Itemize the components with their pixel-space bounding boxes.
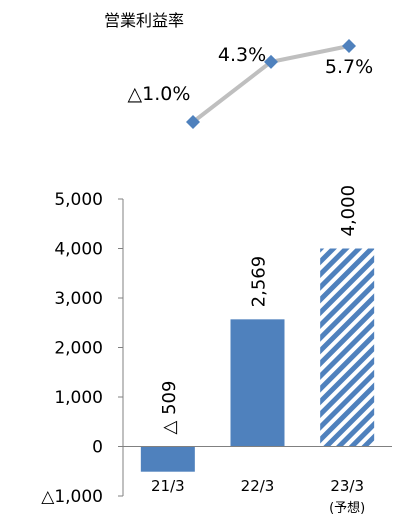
bar <box>320 248 375 447</box>
margin-point <box>264 54 278 69</box>
margin-point-label: 4.3% <box>218 44 266 66</box>
x-axis-categories: 21/3 22/3 23/3 (予想) <box>151 477 365 516</box>
margin-chart-title: 営業利益率 <box>104 11 184 30</box>
operating-margin-chart: 営業利益率 △1.0% 4.3% 5.7% <box>104 11 373 129</box>
margin-point <box>342 39 356 53</box>
bar <box>140 446 195 472</box>
bar-data-label: 4,000 <box>338 185 359 237</box>
bar <box>230 319 285 447</box>
x-category-note: (予想) <box>329 500 365 516</box>
x-category-label: 23/3 <box>330 477 364 495</box>
bars: △ 509 2,569 4,000 <box>140 185 375 472</box>
y-tick-label: 2,000 <box>54 339 103 359</box>
bar-data-label: 2,569 <box>249 256 270 308</box>
y-tick-label: 1,000 <box>54 388 103 408</box>
x-category-label: 21/3 <box>151 477 185 495</box>
y-tick-label: 0 <box>92 438 103 458</box>
y-tick-label: 5,000 <box>54 190 103 210</box>
y-tick-label: 3,000 <box>54 289 103 309</box>
margin-point-label: 5.7% <box>325 56 373 78</box>
operating-profit-bar-chart: 5,000 4,000 3,000 2,000 1,000 0 △1,000 △ 509 2,… <box>41 185 392 516</box>
y-tick-label: △1,000 <box>41 487 103 507</box>
bar-data-label: △ 509 <box>159 381 180 435</box>
margin-points: △1.0% 4.3% 5.7% <box>128 39 373 129</box>
margin-point-label: △1.0% <box>128 83 191 105</box>
y-axis: 5,000 4,000 3,000 2,000 1,000 0 △1,000 <box>41 190 123 507</box>
x-category-label: 22/3 <box>241 477 275 495</box>
y-tick-label: 4,000 <box>54 240 103 260</box>
margin-point <box>186 115 200 129</box>
